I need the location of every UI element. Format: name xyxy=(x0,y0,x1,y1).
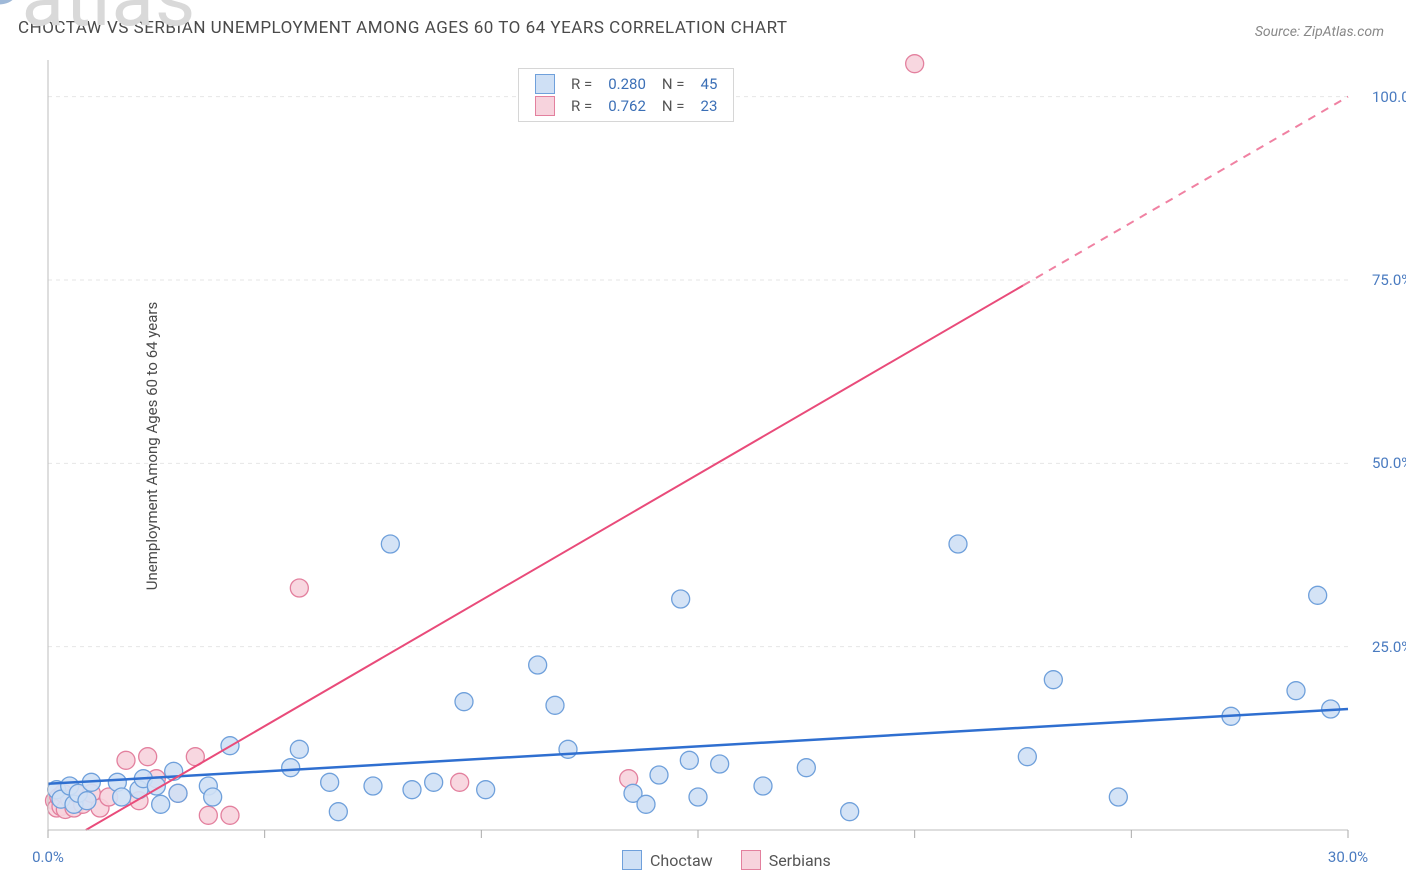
choctaw-point xyxy=(477,781,495,799)
serbians-point xyxy=(139,748,157,766)
choctaw-point xyxy=(1018,748,1036,766)
choctaw-point xyxy=(841,803,859,821)
choctaw-point xyxy=(169,784,187,802)
r-label: R = xyxy=(563,73,600,95)
legend-item-serbians: Serbians xyxy=(741,850,831,870)
choctaw-point xyxy=(689,788,707,806)
legend-text: Choctaw xyxy=(650,851,713,870)
serbians-swatch xyxy=(535,96,555,116)
choctaw-point xyxy=(1044,671,1062,689)
choctaw-point xyxy=(637,795,655,813)
choctaw-point xyxy=(546,696,564,714)
choctaw-point xyxy=(113,788,131,806)
choctaw-point xyxy=(949,535,967,553)
choctaw-point xyxy=(282,759,300,777)
choctaw-point xyxy=(559,740,577,758)
legend-row-serbians: R =0.762N =23 xyxy=(527,95,725,117)
choctaw-point xyxy=(797,759,815,777)
y-tick-label: 75.0% xyxy=(1372,271,1406,289)
choctaw-point xyxy=(455,693,473,711)
choctaw-point xyxy=(152,795,170,813)
r-value: 0.762 xyxy=(600,95,654,117)
r-label: R = xyxy=(563,95,600,117)
choctaw-point xyxy=(1309,586,1327,604)
legend-text: Serbians xyxy=(769,851,831,870)
choctaw-point xyxy=(321,773,339,791)
choctaw-point xyxy=(529,656,547,674)
choctaw-point xyxy=(754,777,772,795)
choctaw-point xyxy=(204,788,222,806)
choctaw-point xyxy=(364,777,382,795)
serbians-point xyxy=(117,751,135,769)
source-prefix: Source: xyxy=(1255,24,1304,40)
serbians-point xyxy=(199,806,217,824)
serbians-point xyxy=(221,806,239,824)
choctaw-point xyxy=(650,766,668,784)
choctaw-trend-line xyxy=(48,709,1348,784)
choctaw-point xyxy=(1287,682,1305,700)
choctaw-point xyxy=(290,740,308,758)
choctaw-swatch xyxy=(535,74,555,94)
series-legend: Choctaw Serbians xyxy=(608,850,845,874)
source-name: ZipAtlas.com xyxy=(1304,24,1384,40)
n-value: 45 xyxy=(693,73,726,95)
y-tick-label: 25.0% xyxy=(1372,638,1406,656)
choctaw-point xyxy=(329,803,347,821)
serbians-trend-line xyxy=(86,286,1023,831)
y-tick-label: 50.0% xyxy=(1372,454,1406,472)
legend-item-choctaw: Choctaw xyxy=(622,850,713,870)
plot-svg: ZIPatlas xyxy=(48,60,1348,870)
choctaw-point xyxy=(78,792,96,810)
choctaw-point xyxy=(381,535,399,553)
plot-area: ZIPatlas R =0.280N =45R =0.762N =23 Choc… xyxy=(48,60,1348,830)
n-label: N = xyxy=(654,73,693,95)
y-tick-label: 100.0% xyxy=(1372,88,1406,106)
n-label: N = xyxy=(654,95,693,117)
choctaw-point xyxy=(711,755,729,773)
serbians-swatch-icon xyxy=(741,850,761,870)
serbians-point xyxy=(906,55,924,73)
serbians-point xyxy=(290,579,308,597)
x-tick-label: 0.0% xyxy=(32,848,64,866)
choctaw-point xyxy=(403,781,421,799)
source-attribution: Source: ZipAtlas.com xyxy=(1255,24,1384,40)
choctaw-swatch-icon xyxy=(622,850,642,870)
correlation-legend: R =0.280N =45R =0.762N =23 xyxy=(518,68,734,122)
choctaw-point xyxy=(425,773,443,791)
x-tick-label: 30.0% xyxy=(1328,848,1368,866)
n-value: 23 xyxy=(693,95,726,117)
chart-container: CHOCTAW VS SERBIAN UNEMPLOYMENT AMONG AG… xyxy=(0,0,1406,892)
chart-title: CHOCTAW VS SERBIAN UNEMPLOYMENT AMONG AG… xyxy=(18,18,788,38)
choctaw-point xyxy=(680,751,698,769)
r-value: 0.280 xyxy=(600,73,654,95)
choctaw-point xyxy=(1109,788,1127,806)
serbians-point xyxy=(451,773,469,791)
choctaw-point xyxy=(672,590,690,608)
legend-row-choctaw: R =0.280N =45 xyxy=(527,73,725,95)
serbians-trend-line-dashed xyxy=(1023,97,1348,286)
